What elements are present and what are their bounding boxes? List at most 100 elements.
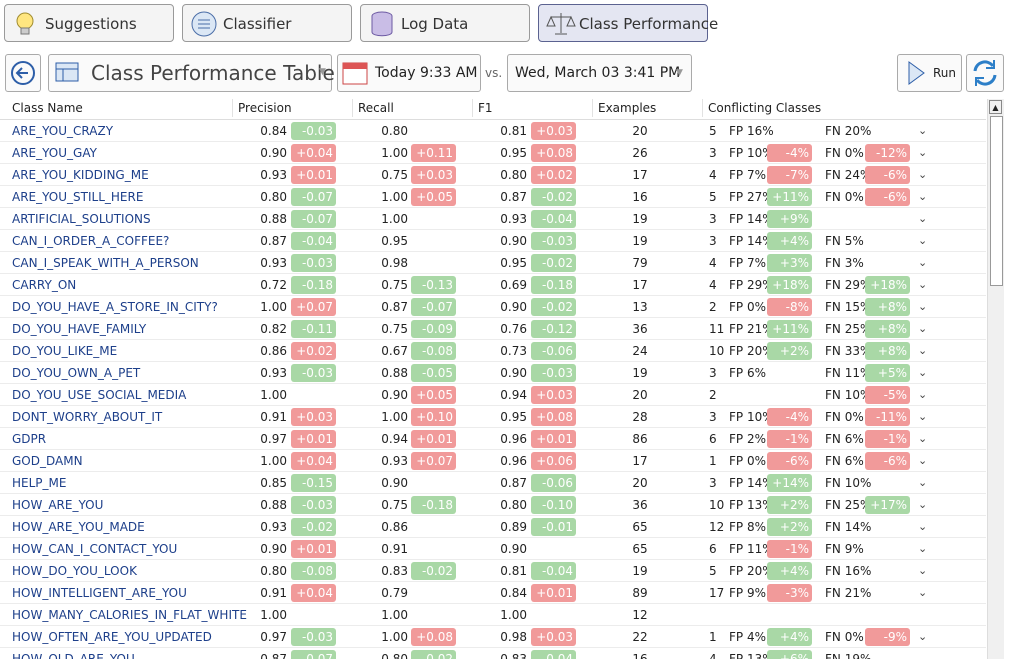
expand-chevron: ⌄ — [918, 212, 928, 225]
cell: 36 — [632, 498, 648, 512]
cell: FP 20% — [729, 564, 774, 578]
cell: HELP_ME — [12, 476, 67, 490]
scrollbar[interactable]: ▲ — [987, 99, 1004, 659]
delta-chip: +0.07 — [411, 452, 456, 470]
cell: FP 20% — [729, 344, 774, 358]
cell: 26 — [632, 146, 648, 160]
expand-chevron: ⌄ — [918, 432, 928, 445]
column-divider — [472, 99, 473, 117]
cell: 1.00 — [381, 212, 408, 226]
cell: 5 — [709, 190, 717, 204]
row-line — [0, 427, 986, 428]
cell: 0.90 — [500, 542, 527, 556]
delta-chip: +0.05 — [411, 386, 456, 404]
cell: 1.00 — [260, 608, 287, 622]
date-to[interactable]: Wed, March 03 3:41 PM ▼ — [507, 54, 692, 92]
delta-chip: -0.15 — [291, 474, 336, 492]
delta-chip: -0.03 — [531, 232, 576, 250]
cell: 16 — [632, 652, 648, 659]
cell: 12 — [709, 520, 725, 534]
delta-chip: -1% — [767, 430, 812, 448]
cell: FP 4% — [729, 630, 766, 644]
cell: 1.00 — [381, 608, 408, 622]
delta-chip: -0.02 — [531, 298, 576, 316]
cell: 0.87 — [381, 300, 408, 314]
expand-chevron: ⌄ — [918, 564, 928, 577]
delta-chip: -0.18 — [411, 496, 456, 514]
cell: DO_YOU_HAVE_A_STORE_IN_CITY? — [12, 300, 218, 314]
cell: 0.80 — [260, 564, 287, 578]
delta-chip: +2% — [767, 518, 812, 536]
row-line — [0, 625, 986, 626]
tab[interactable]: Suggestions — [4, 4, 174, 42]
tab[interactable]: Classifier — [182, 4, 352, 42]
tab[interactable]: Class Performance — [538, 4, 718, 42]
cell: 0.93 — [381, 454, 408, 468]
cell: FP 13% — [729, 498, 774, 512]
icon — [546, 13, 576, 35]
row-line — [0, 383, 986, 384]
cell: HOW_DO_YOU_LOOK — [12, 564, 137, 578]
cell: FP 0% — [729, 454, 766, 468]
cell: ARE_YOU_KIDDING_ME — [12, 168, 149, 182]
cell: 0.86 — [260, 344, 287, 358]
view-select[interactable]: Class Performance Table ▼ — [48, 54, 335, 92]
row-line — [0, 185, 986, 186]
delta-chip: -12% — [865, 144, 910, 162]
cell: FP 27% — [729, 190, 774, 204]
expand-chevron: ⌄ — [918, 234, 928, 247]
cell: FN 9% — [825, 542, 864, 556]
icon — [11, 61, 35, 85]
cell: HOW_OFTEN_ARE_YOU_UPDATED — [12, 630, 212, 644]
cell: 0.73 — [500, 344, 527, 358]
back-button[interactable] — [5, 54, 41, 92]
cell: 17 — [709, 586, 725, 600]
cell: 65 — [632, 542, 648, 556]
delta-chip: +0.03 — [531, 386, 576, 404]
cell: 0.75 — [381, 322, 408, 336]
cell: 0.76 — [500, 322, 527, 336]
delta-chip: -0.13 — [411, 276, 456, 294]
column-header: Precision — [238, 101, 292, 115]
row-line — [0, 339, 986, 340]
row-line — [0, 537, 986, 538]
expand-chevron: ⌄ — [918, 366, 928, 379]
delta-chip: -0.06 — [531, 474, 576, 492]
cell: 0.96 — [500, 432, 527, 446]
tab[interactable]: Log Data — [360, 4, 530, 42]
date-from[interactable]: Today 9:33 AM — [337, 54, 481, 92]
cell: 0.97 — [260, 630, 287, 644]
cell: FP 9% — [729, 586, 766, 600]
cell: 0.87 — [500, 476, 527, 490]
cell: 3 — [709, 410, 717, 424]
delta-chip: -0.02 — [531, 188, 576, 206]
column-header: Recall — [358, 101, 394, 115]
cell: 0.67 — [381, 344, 408, 358]
row-line — [0, 449, 986, 450]
cell: 6 — [709, 432, 717, 446]
delta-chip: +18% — [767, 276, 812, 294]
expand-chevron: ⌄ — [918, 476, 928, 489]
delta-chip: -8% — [767, 298, 812, 316]
expand-chevron: ⌄ — [918, 542, 928, 555]
cell: 0.95 — [500, 410, 527, 424]
cell: FN 3% — [825, 256, 864, 270]
row-line — [0, 361, 986, 362]
expand-chevron: ⌄ — [918, 124, 928, 137]
cell: 0.90 — [500, 366, 527, 380]
refresh-button[interactable] — [966, 54, 1004, 92]
date-label: Wed, March 03 3:41 PM — [515, 65, 681, 81]
run-button[interactable]: Run — [897, 54, 962, 92]
cell: ARE_YOU_STILL_HERE — [12, 190, 144, 204]
cell: 11 — [709, 322, 725, 336]
cell: HOW_ARE_YOU — [12, 498, 104, 512]
delta-chip: -4% — [767, 408, 812, 426]
cell: 0.79 — [381, 586, 408, 600]
expand-chevron: ⌄ — [918, 630, 928, 643]
expand-chevron: ⌄ — [918, 168, 928, 181]
delta-chip: -0.18 — [531, 276, 576, 294]
cell: ARTIFICIAL_SOLUTIONS — [12, 212, 151, 226]
cell: 17 — [632, 168, 648, 182]
cell: 0.98 — [381, 256, 408, 270]
delta-chip: -9% — [865, 628, 910, 646]
